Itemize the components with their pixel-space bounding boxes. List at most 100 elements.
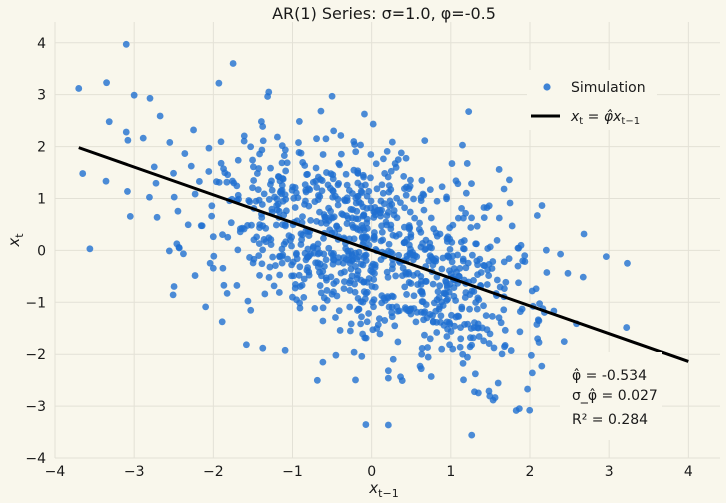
scatter-point (254, 186, 262, 194)
stats-box (560, 352, 662, 440)
scatter-point (516, 328, 524, 336)
scatter-point (422, 278, 430, 285)
scatter-point (378, 228, 386, 236)
scatter-point (580, 230, 588, 238)
scatter-point (441, 290, 448, 298)
scatter-point (220, 165, 227, 173)
scatter-point (448, 258, 456, 266)
scatter-point (337, 150, 345, 158)
scatter-point (209, 233, 217, 241)
scatter-point (217, 159, 225, 167)
scatter-point (486, 392, 494, 400)
scatter-point (392, 272, 400, 280)
scatter-point (291, 284, 299, 292)
scatter-point (333, 222, 340, 230)
scatter-point (443, 193, 450, 201)
scatter-point (284, 255, 292, 263)
scatter-point (397, 199, 404, 207)
x-tick-label: 3 (605, 464, 614, 480)
scatter-point (384, 374, 392, 382)
scatter-point (165, 247, 173, 255)
scatter-point (446, 341, 453, 349)
scatter-point (325, 204, 333, 212)
scatter-point (464, 320, 472, 328)
scatter-point (397, 373, 404, 381)
scatter-point (484, 245, 492, 252)
scatter-point (391, 322, 399, 330)
scatter-point (493, 236, 501, 244)
scatter-point (433, 197, 441, 205)
scatter-point (462, 209, 469, 217)
scatter-point (335, 159, 343, 167)
scatter-point (394, 156, 402, 164)
scatter-point (543, 269, 551, 276)
scatter-point (258, 260, 266, 268)
scatter-point (332, 351, 340, 359)
legend-box (527, 70, 657, 130)
scatter-point (454, 251, 461, 259)
scatter-point (297, 230, 305, 238)
scatter-point (468, 287, 476, 295)
scatter-point (388, 138, 396, 146)
scatter-point (460, 237, 468, 244)
scatter-point (343, 220, 351, 227)
scatter-point (365, 275, 373, 282)
scatter-point (480, 302, 487, 310)
scatter-point (459, 359, 467, 367)
scatter-point (425, 257, 433, 265)
scatter-point (426, 186, 434, 194)
scatter-point (347, 320, 355, 328)
y-tick-label: 3 (37, 88, 46, 104)
scatter-point (471, 370, 479, 378)
scatter-point (208, 202, 216, 210)
scatter-point (348, 221, 356, 229)
scatter-point (343, 181, 351, 189)
scatter-point (403, 252, 411, 260)
scatter-point (370, 234, 378, 241)
scatter-point (252, 197, 260, 205)
scatter-point (317, 289, 325, 297)
scatter-point (389, 231, 397, 239)
scatter-point (339, 259, 347, 267)
scatter-point (337, 132, 345, 139)
scatter-point (477, 269, 485, 276)
scatter-point (290, 194, 298, 202)
scatter-point (389, 355, 397, 363)
scatter-point (298, 281, 306, 289)
scatter-point (535, 317, 543, 325)
scatter-point (198, 222, 206, 230)
scatter-point (415, 225, 423, 233)
scatter-point (410, 195, 417, 203)
scatter-point (410, 292, 418, 300)
scatter-point (448, 160, 456, 167)
scatter-point (362, 421, 370, 428)
scatter-point (279, 221, 286, 229)
scatter-point (330, 250, 337, 257)
scatter-point (406, 224, 414, 232)
scatter-point (407, 245, 414, 253)
scatter-point (240, 137, 248, 145)
scatter-point (86, 245, 94, 253)
scatter-point (282, 238, 290, 246)
scatter-point (249, 184, 256, 192)
scatter-point (372, 160, 380, 168)
scatter-point (191, 190, 199, 198)
scatter-point (334, 201, 342, 209)
scatter-point (489, 258, 497, 265)
y-tick-label: 4 (37, 36, 46, 52)
scatter-point (402, 305, 410, 313)
scatter-point (276, 253, 283, 261)
scatter-point (333, 292, 341, 300)
scatter-point (435, 305, 443, 313)
scatter-point (278, 159, 286, 167)
r-squared-stat: R² = 0.284 (572, 412, 648, 428)
scatter-point (429, 318, 437, 325)
scatter-point (332, 314, 339, 321)
scatter-point (384, 208, 392, 216)
scatter-point (305, 202, 313, 210)
scatter-point (469, 334, 477, 342)
scatter-point (416, 362, 424, 370)
scatter-point (122, 40, 130, 48)
scatter-point (350, 138, 358, 145)
scatter-point (524, 385, 531, 393)
